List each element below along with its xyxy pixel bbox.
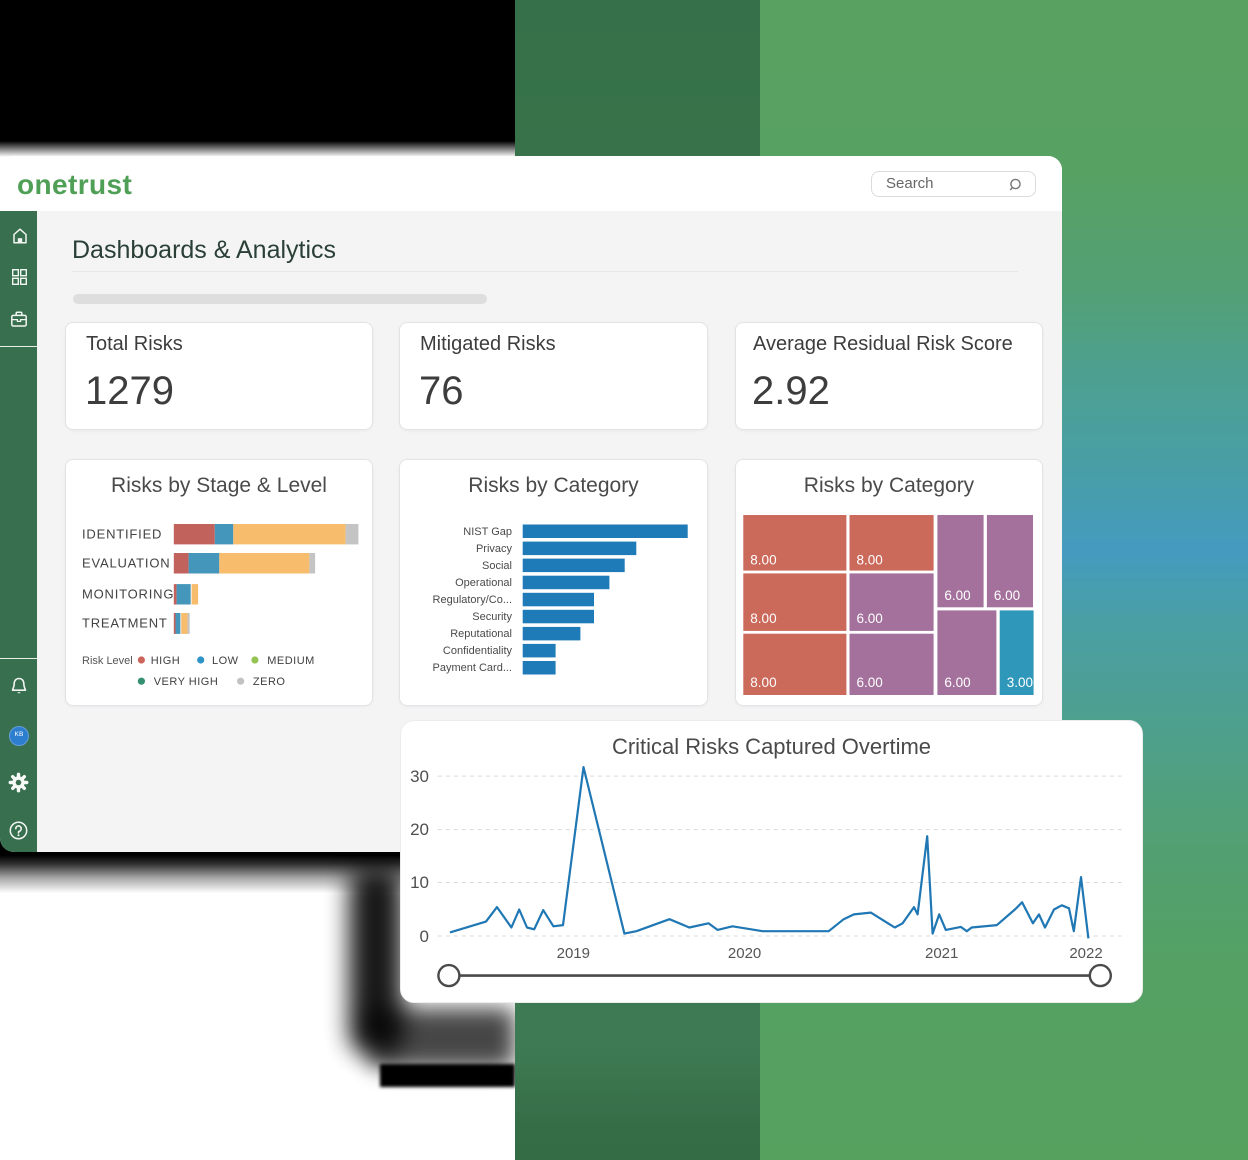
svg-text:3.00: 3.00	[1007, 675, 1033, 690]
svg-text:6.00: 6.00	[857, 611, 883, 626]
svg-text:ZERO: ZERO	[253, 676, 286, 688]
svg-text:0: 0	[420, 927, 429, 946]
svg-text:6.00: 6.00	[944, 675, 970, 690]
svg-text:MEDIUM: MEDIUM	[267, 655, 315, 667]
svg-text:2019: 2019	[557, 945, 590, 962]
svg-text:Privacy: Privacy	[476, 543, 513, 555]
svg-text:TREATMENT: TREATMENT	[82, 616, 168, 631]
svg-text:Social: Social	[482, 560, 512, 572]
svg-text:10: 10	[410, 873, 429, 892]
svg-text:MONITORING: MONITORING	[82, 587, 174, 602]
svg-text:Operational: Operational	[455, 577, 512, 589]
svg-text:Reputational: Reputational	[450, 628, 512, 640]
svg-text:6.00: 6.00	[994, 588, 1020, 603]
svg-text:NIST Gap: NIST Gap	[463, 526, 512, 538]
svg-text:HIGH: HIGH	[151, 655, 181, 667]
svg-text:6.00: 6.00	[944, 588, 970, 603]
svg-text:6.00: 6.00	[857, 675, 883, 690]
svg-text:Security: Security	[472, 611, 512, 623]
svg-text:8.00: 8.00	[750, 553, 776, 568]
svg-text:Payment Card...: Payment Card...	[433, 662, 512, 674]
svg-text:Risk Level: Risk Level	[82, 655, 133, 667]
svg-text:8.00: 8.00	[750, 611, 776, 626]
svg-text:EVALUATION: EVALUATION	[82, 556, 170, 571]
svg-text:Confidentiality: Confidentiality	[443, 645, 513, 657]
svg-text:2020: 2020	[728, 945, 761, 962]
svg-text:8.00: 8.00	[857, 553, 883, 568]
svg-text:LOW: LOW	[212, 655, 239, 667]
svg-text:2021: 2021	[925, 945, 958, 962]
svg-text:VERY HIGH: VERY HIGH	[154, 676, 219, 688]
svg-text:30: 30	[410, 767, 429, 786]
svg-text:IDENTIFIED: IDENTIFIED	[82, 527, 162, 542]
svg-text:20: 20	[410, 820, 429, 839]
svg-text:2022: 2022	[1069, 945, 1102, 962]
svg-text:Regulatory/Co...: Regulatory/Co...	[433, 594, 512, 606]
svg-text:8.00: 8.00	[750, 675, 776, 690]
